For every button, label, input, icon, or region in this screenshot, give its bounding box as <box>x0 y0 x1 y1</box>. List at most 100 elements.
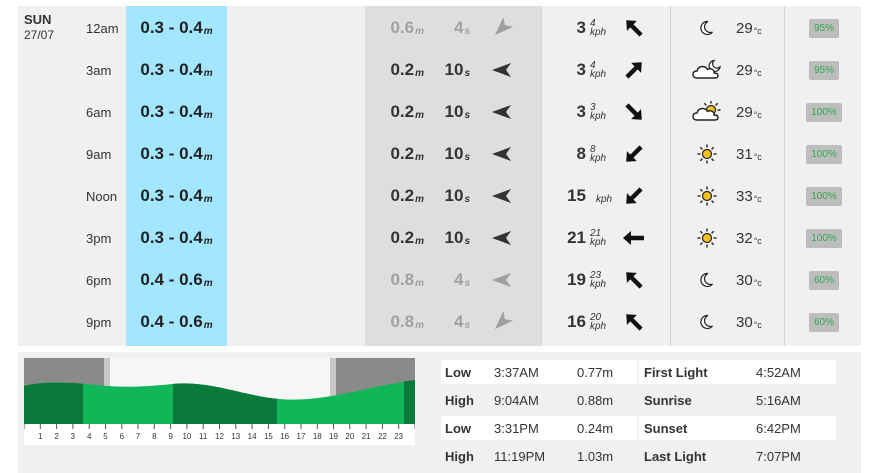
swell-height: 0.2 m <box>368 133 424 175</box>
arrow-left-icon <box>620 217 648 259</box>
swell-period-unit: s <box>464 193 470 205</box>
hour-label: 9 <box>168 432 173 441</box>
sun-icon <box>690 217 724 259</box>
arrow-down-left-icon <box>620 175 648 217</box>
sun-icon <box>690 133 724 175</box>
tide-cell-bg <box>441 388 637 412</box>
row-time: 3am <box>86 62 112 78</box>
temperature: 29 °c <box>736 91 762 133</box>
tide-table-row: Low 3:37AM 0.77m First Light 4:52AM <box>441 360 836 384</box>
temperature-unit: °c <box>753 152 762 162</box>
row-time: 6pm <box>86 272 112 288</box>
wind-speed: 3 <box>576 102 586 121</box>
swell-height-unit: m <box>415 277 424 289</box>
rating-badge-value: 100% <box>806 228 842 248</box>
swell-column <box>365 6 541 346</box>
swell-height-unit: m <box>415 235 424 247</box>
rating-badge: 60% <box>804 301 844 343</box>
row-time: 9pm <box>86 314 112 330</box>
wind-gust-unit: kph <box>590 237 607 248</box>
surf-height: 0.3 - 0.4 m <box>126 7 227 49</box>
temperature-unit: °c <box>753 320 762 330</box>
swell-period: 10 s <box>428 175 470 217</box>
temperature: 32 °c <box>736 217 762 259</box>
arrow-up-left-icon <box>620 259 648 301</box>
day-header: SUN 27/07 <box>24 12 54 42</box>
wind-speed: 21 <box>567 228 586 247</box>
sun-event-label: First Light <box>644 364 708 380</box>
wind-gust-unit: kph <box>590 279 607 290</box>
surf-height-unit: m <box>203 193 213 205</box>
wind-gust-value: 3 <box>590 102 596 113</box>
temperature: 30 °c <box>736 259 762 301</box>
hour-label: 7 <box>136 432 141 441</box>
arrow-left-icon <box>489 49 515 91</box>
tide-cell-bg <box>441 360 637 384</box>
rating-badge-value: 95% <box>809 60 839 80</box>
swell-height-value: 0.8 <box>390 312 415 331</box>
surf-height-value: 0.3 - 0.4 <box>140 186 203 205</box>
arrow-left-icon <box>489 91 515 133</box>
surf-height: 0.3 - 0.4 m <box>126 49 227 91</box>
temperature: 33 °c <box>736 175 762 217</box>
sun-event-label: Sunset <box>644 420 688 436</box>
sun-cell-bg <box>639 416 836 440</box>
rating-badge: 100% <box>804 217 844 259</box>
tide-height: 0.88m <box>577 392 614 408</box>
row-time: 9am <box>86 146 112 162</box>
swell-period-unit: s <box>464 67 470 79</box>
moon-icon <box>690 301 724 343</box>
tide-time: 9:04AM <box>494 392 539 408</box>
tide-night-area <box>24 380 83 424</box>
hour-label: 10 <box>182 432 191 441</box>
surf-height-value: 0.3 - 0.4 <box>140 144 203 163</box>
surf-height: 0.4 - 0.6 m <box>126 301 227 343</box>
swell-height: 0.2 m <box>368 91 424 133</box>
wind-speed: 3 <box>576 18 586 37</box>
rating-badge-value: 100% <box>806 102 842 122</box>
hour-label: 17 <box>297 432 306 441</box>
rating-badge: 100% <box>804 91 844 133</box>
arrow-up-left-icon <box>620 301 648 343</box>
tide-chart: 1 2 3 4 5 6 7 8 9 10 11 12 13 14 15 16 17 18 19 20 21 22 23 <box>24 358 415 445</box>
arrow-up-left-icon <box>620 7 648 49</box>
surf-height-value: 0.3 - 0.4 <box>140 228 203 247</box>
forecast-row: 3am 0.3 - 0.4 m 0.2 m 10 s 3 4 kph 29 °c 95% <box>0 49 869 91</box>
sun-cell-bg <box>639 444 836 468</box>
tide-cell-bg <box>441 444 637 468</box>
temperature: 30 °c <box>736 301 762 343</box>
surf-height-unit: m <box>203 277 213 289</box>
tide-height: 0.24m <box>577 420 614 436</box>
hour-label: 13 <box>231 432 240 441</box>
tide-cell-bg <box>441 416 637 440</box>
surf-height-unit: m <box>203 25 213 37</box>
surf-height: 0.3 - 0.4 m <box>126 217 227 259</box>
forecast-row: 3pm 0.3 - 0.4 m 0.2 m 10 s 21 21 kph 32 °c 10… <box>0 217 869 259</box>
hour-label: 1 <box>38 432 43 441</box>
temperature: 31 °c <box>736 133 762 175</box>
swell-period: 10 s <box>428 217 470 259</box>
arrow-up-right-icon <box>620 49 648 91</box>
surf-height-unit: m <box>203 235 213 247</box>
wind-speed: 3 <box>576 60 586 79</box>
swell-height-unit: m <box>415 193 424 205</box>
swell-height-unit: m <box>415 319 424 331</box>
hour-label: 18 <box>313 432 322 441</box>
moon-icon <box>690 7 724 49</box>
tide-time: 3:31PM <box>494 420 539 436</box>
arrow-left-icon <box>489 175 515 217</box>
rating-badge-value: 100% <box>806 186 842 206</box>
surf-height: 0.3 - 0.4 m <box>126 91 227 133</box>
forecast-row: 9am 0.3 - 0.4 m 0.2 m 10 s 8 8 kph 31 °c 100% <box>0 133 869 175</box>
rating-badge-value: 60% <box>809 270 839 290</box>
swell-period-value: 10 <box>444 102 464 121</box>
swell-period-unit: s <box>464 151 470 163</box>
rating-badge-value: 95% <box>809 18 839 38</box>
sun-event-label: Last Light <box>644 448 707 464</box>
wind-gust-unit: kph <box>590 111 607 122</box>
temperature-unit: °c <box>753 26 762 36</box>
hour-label: 20 <box>345 432 354 441</box>
tide-type: Low <box>445 364 471 380</box>
hour-label: 3 <box>71 432 76 441</box>
